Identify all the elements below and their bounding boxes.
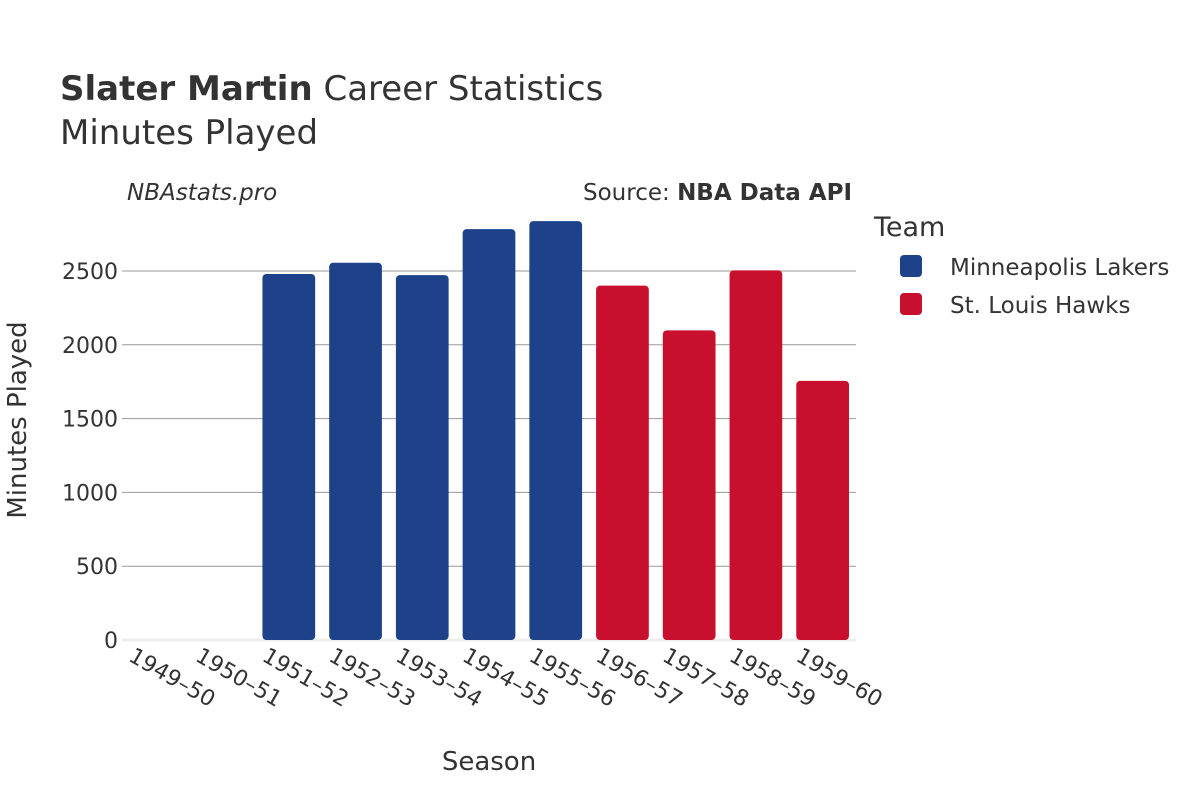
source-label: Source: NBA Data API	[583, 180, 852, 206]
bar-minneapolis-lakers-1953–54[interactable]	[395, 275, 449, 640]
y-tick-label-1000: 1000	[62, 481, 118, 506]
legend: Team Minneapolis Lakers St. Louis Hawks	[873, 212, 1169, 319]
legend-swatch-minneapolis-lakers	[900, 255, 922, 277]
bar-minneapolis-lakers-1955–56[interactable]	[529, 221, 583, 640]
chart-subtitle: Minutes Played	[60, 113, 318, 153]
bar-minneapolis-lakers-1952–53[interactable]	[329, 262, 382, 640]
bar-st-louis-hawks-1956–57[interactable]	[596, 285, 649, 640]
bars-layer	[262, 221, 849, 640]
x-axis-title: Season	[442, 747, 536, 777]
y-tick-labels: 0 500 1000 1500 2000 2500	[62, 260, 118, 654]
bar-st-louis-hawks-1959–60[interactable]	[796, 380, 849, 640]
watermark: NBAstats.pro	[127, 180, 277, 206]
legend-title: Team	[873, 212, 945, 243]
legend-label-minneapolis-lakers: Minneapolis Lakers	[950, 255, 1169, 281]
y-tick-label-2500: 2500	[62, 260, 118, 285]
legend-label-st-louis-hawks: St. Louis Hawks	[950, 293, 1131, 319]
x-tick-labels: 1949–501950–511951–521952–531953–541954–…	[124, 644, 886, 713]
bar-minneapolis-lakers-1951–52[interactable]	[262, 273, 316, 640]
y-tick-label-500: 500	[76, 555, 118, 580]
legend-swatch-st-louis-hawks	[900, 293, 922, 315]
legend-item-minneapolis-lakers[interactable]: Minneapolis Lakers	[900, 255, 1169, 281]
y-tick-label-0: 0	[104, 629, 118, 654]
y-tick-label-2000: 2000	[62, 334, 118, 359]
chart-title: Slater Martin Career Statistics	[60, 69, 603, 109]
bar-st-louis-hawks-1958–59[interactable]	[729, 270, 783, 640]
y-tick-label-1500: 1500	[62, 408, 118, 433]
y-axis-title: Minutes Played	[3, 321, 33, 518]
bar-minneapolis-lakers-1954–55[interactable]	[462, 229, 516, 640]
bar-st-louis-hawks-1957–58[interactable]	[662, 330, 716, 640]
legend-item-st-louis-hawks[interactable]: St. Louis Hawks	[900, 293, 1131, 319]
